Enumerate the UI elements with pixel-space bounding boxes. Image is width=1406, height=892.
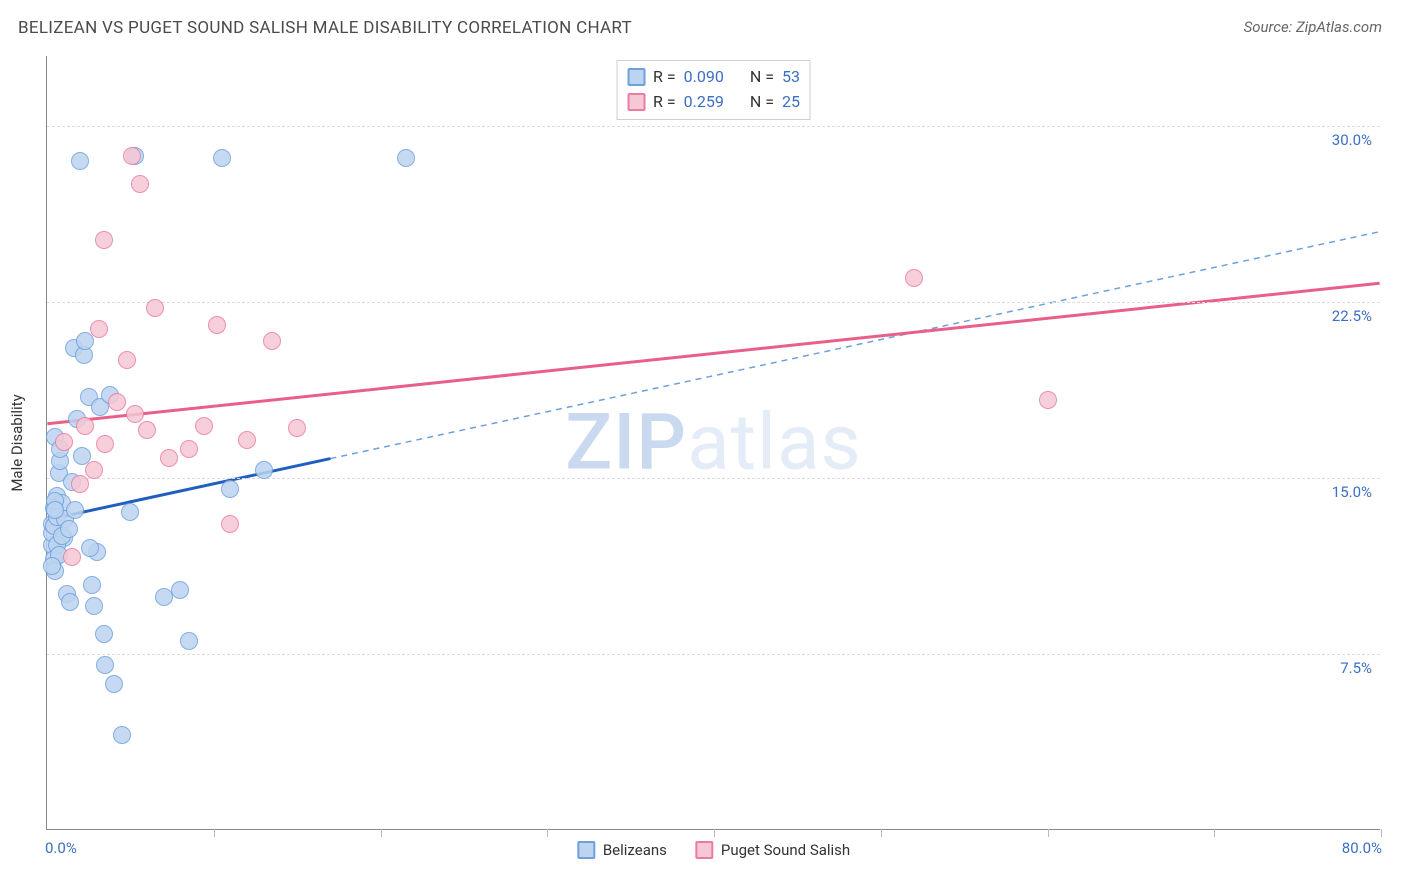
legend-item: Belizeans — [577, 841, 667, 859]
legend-swatch — [627, 68, 645, 86]
trend-line-dashed — [330, 232, 1379, 459]
scatter-point — [71, 475, 89, 493]
y-tick-label: 22.5% — [1332, 307, 1372, 325]
gridline-h — [47, 478, 1380, 479]
x-tick — [714, 829, 715, 837]
chart-title: BELIZEAN VS PUGET SOUND SALISH MALE DISA… — [18, 18, 632, 38]
legend-n-value: 53 — [782, 65, 800, 90]
legend-n-label: N = — [750, 90, 774, 115]
source-attribution: Source: ZipAtlas.com — [1244, 18, 1382, 36]
legend-r-value: 0.090 — [684, 65, 724, 90]
scatter-point — [397, 149, 415, 167]
scatter-point — [221, 480, 239, 498]
x-tick — [214, 829, 215, 837]
scatter-point — [255, 461, 273, 479]
gridline-h — [47, 302, 1380, 303]
scatter-point — [63, 548, 81, 566]
legend-r-label: R = — [653, 65, 676, 90]
scatter-point — [171, 581, 189, 599]
scatter-point — [71, 152, 89, 170]
scatter-point — [155, 588, 173, 606]
watermark: ZIPatlas — [565, 397, 862, 488]
scatter-point — [238, 431, 256, 449]
scatter-point — [108, 393, 126, 411]
legend-swatch — [577, 841, 595, 859]
y-tick-label: 7.5% — [1340, 659, 1372, 677]
legend-item: Puget Sound Salish — [695, 841, 850, 859]
scatter-point — [96, 656, 114, 674]
series-legend: Belizeans Puget Sound Salish — [577, 841, 850, 859]
scatter-point — [66, 501, 84, 519]
legend-row: R = 0.259 N = 25 — [627, 90, 800, 115]
scatter-point — [288, 419, 306, 437]
y-tick-label: 30.0% — [1332, 131, 1372, 149]
scatter-point — [61, 593, 79, 611]
x-tick — [1048, 829, 1049, 837]
scatter-point — [46, 501, 64, 519]
scatter-point — [113, 726, 131, 744]
scatter-point — [126, 405, 144, 423]
scatter-point — [76, 417, 94, 435]
legend-swatch — [695, 841, 713, 859]
scatter-point — [95, 231, 113, 249]
gridline-h — [47, 126, 1380, 127]
x-tick — [881, 829, 882, 837]
scatter-chart: Male Disability ZIPatlas R =0.090N =53R … — [46, 56, 1380, 830]
scatter-point — [121, 503, 139, 521]
scatter-point — [85, 597, 103, 615]
scatter-point — [83, 576, 101, 594]
scatter-point — [85, 461, 103, 479]
scatter-point — [221, 515, 239, 533]
legend-label: Belizeans — [603, 841, 667, 859]
scatter-point — [263, 332, 281, 350]
gridline-h — [47, 654, 1380, 655]
x-axis-min-label: 0.0% — [45, 839, 77, 857]
scatter-point — [105, 675, 123, 693]
scatter-point — [43, 557, 61, 575]
y-axis-title: Male Disability — [8, 394, 26, 491]
scatter-point — [213, 149, 231, 167]
watermark-atlas: atlas — [687, 397, 862, 488]
x-tick — [1381, 829, 1382, 837]
scatter-point — [123, 147, 141, 165]
scatter-point — [195, 417, 213, 435]
legend-r-value: 0.259 — [684, 90, 724, 115]
x-axis-max-label: 80.0% — [1342, 839, 1382, 857]
scatter-point — [146, 299, 164, 317]
scatter-point — [60, 520, 78, 538]
scatter-point — [96, 435, 114, 453]
scatter-point — [160, 449, 178, 467]
legend-label: Puget Sound Salish — [721, 841, 850, 859]
legend-n-value: 25 — [782, 90, 800, 115]
scatter-point — [131, 175, 149, 193]
correlation-legend: R = 0.090 N = 53 R = 0.259 N = 25 — [616, 60, 811, 120]
scatter-point — [208, 316, 226, 334]
scatter-point — [90, 320, 108, 338]
chart-header: BELIZEAN VS PUGET SOUND SALISH MALE DISA… — [0, 0, 1406, 38]
legend-n-label: N = — [750, 65, 774, 90]
legend-r-label: R = — [653, 90, 676, 115]
x-tick — [381, 829, 382, 837]
x-tick — [547, 829, 548, 837]
scatter-point — [81, 539, 99, 557]
scatter-point — [55, 433, 73, 451]
watermark-zip: ZIP — [565, 397, 687, 488]
y-tick-label: 15.0% — [1332, 483, 1372, 501]
scatter-point — [95, 625, 113, 643]
trend-line — [47, 283, 1379, 424]
scatter-point — [905, 269, 923, 287]
x-tick — [1214, 829, 1215, 837]
scatter-point — [180, 632, 198, 650]
legend-swatch — [627, 93, 645, 111]
scatter-point — [1039, 391, 1057, 409]
scatter-point — [118, 351, 136, 369]
legend-row: R = 0.090 N = 53 — [627, 65, 800, 90]
scatter-point — [138, 421, 156, 439]
scatter-point — [180, 440, 198, 458]
